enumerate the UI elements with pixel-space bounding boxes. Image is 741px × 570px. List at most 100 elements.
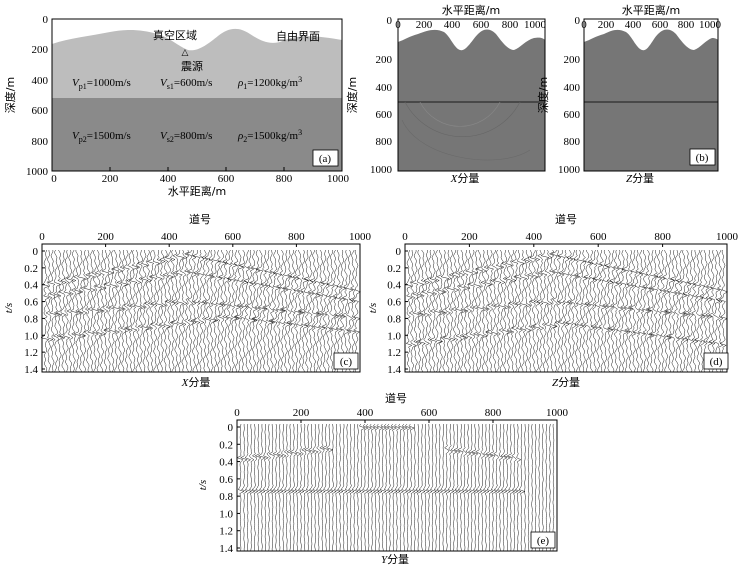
panel-d-trace: [668, 249, 678, 373]
panel-d-trace: [718, 249, 729, 373]
layer2-rho: ρ2=1500kg/m3: [237, 128, 302, 144]
panel-c-trace: [270, 249, 281, 373]
panel-d-trace: [410, 249, 420, 373]
panel-c-trace: [66, 249, 74, 373]
panel-bz-ylabel-2: 400: [564, 82, 581, 94]
panel-d-trace: [687, 249, 695, 373]
panel-c-trace: [175, 249, 185, 373]
panel-d-trace: [608, 249, 616, 373]
panel-d-trace: [712, 249, 721, 373]
panel-e-trace: [280, 423, 287, 552]
panel-bz-ytitle: 深度/m: [536, 77, 550, 113]
panel-d-trace: [655, 249, 663, 373]
panel-c-trace: [233, 249, 242, 373]
panel-e-toptitle: 道号: [385, 391, 407, 405]
panel-d-trace: [561, 249, 572, 373]
panel-c-trace: [217, 249, 227, 373]
panel-c-trace: [338, 249, 347, 373]
panel-c-trace: [190, 249, 197, 373]
panel-a-xlabel-1: 200: [102, 173, 119, 185]
panel-e-trace: [330, 423, 337, 552]
panel-e-trace: [514, 423, 522, 552]
panel-c-trace: [58, 250, 67, 373]
panel-a-ylabel-1: 200: [32, 44, 49, 56]
panel-bx-ytitle: 深度/m: [345, 77, 359, 113]
panel-c-trace: [73, 249, 82, 373]
panel-d-trace: [436, 249, 446, 373]
panel-c-ytick-label: 0: [33, 246, 39, 258]
panel-d-trace: [579, 249, 589, 373]
panel-d-ytick-label: 0.2: [387, 263, 401, 275]
panel-c-xtick-label: 800: [288, 231, 305, 243]
panel-e-ticks: 0 200 400 600 800 1000 0 0.2 0.4 0.6 0.8 1.0 1.2 1.4: [219, 407, 568, 555]
panel-c-trace: [320, 249, 329, 373]
panel-e-trace: [316, 423, 323, 552]
panel-d-ytick-label: 0.4: [387, 280, 401, 292]
panel-c-trace: [186, 249, 195, 373]
panel-c-trace: [264, 249, 274, 373]
panel-e-ytick-label: 1.2: [219, 526, 233, 538]
panel-e-xtick-label: 600: [421, 407, 438, 419]
panel-d-trace: [408, 249, 417, 373]
panel-d-trace: [471, 249, 482, 373]
panel-d-trace: [523, 249, 532, 373]
panel-e-trace: [468, 423, 476, 552]
panel-c-toptitle: 道号: [189, 212, 211, 226]
panel-bx-xlabel-4: 800: [502, 19, 519, 31]
panel-d-ytick-label: 0: [396, 246, 402, 258]
panel-c-trace: [225, 249, 234, 373]
panel-c-trace: [91, 249, 100, 373]
panel-e-ytick-label: 0: [228, 422, 234, 434]
panel-e-trace: [422, 423, 430, 552]
panel-e-trace: [286, 423, 295, 552]
panel-bx-vacuum: [398, 19, 545, 51]
panel-bz-xlabel-4: 800: [678, 19, 695, 31]
panel-bz-xlabel-2: 400: [625, 19, 642, 31]
panel-d-trace: [555, 249, 562, 373]
panel-c-trace: [255, 249, 267, 373]
panel-e-trace: [412, 423, 419, 552]
panel-bx-toptitle: 水平距离/m: [442, 3, 500, 17]
panel-c-trace: [238, 249, 249, 373]
panel-d-trace: [465, 249, 473, 372]
panel-d-trace: [640, 249, 651, 373]
panel-e-xtick-label: 0: [234, 407, 240, 419]
panel-bx-ylabel-0: 0: [387, 15, 393, 27]
panel-c-trace: [298, 249, 309, 373]
free-surface-label: 自由界面: [276, 29, 320, 43]
panel-d-trace: [612, 249, 620, 373]
panel-c-trace: [154, 249, 164, 373]
panel-e: 道号 0 200 400 600 800 1000 0 0.2 0.4 0.6 0.8 1.0 1.2 1…: [197, 391, 569, 566]
panel-c-trace: [70, 249, 79, 373]
panel-bx-xlabel-2: 400: [444, 19, 461, 31]
panel-d-xtick-label: 1000: [716, 231, 739, 243]
panel-d-xtick-label: 200: [461, 231, 478, 243]
panel-d-trace: [458, 249, 468, 373]
panel-e-frame: [236, 419, 558, 552]
panel-c-trace: [309, 249, 320, 373]
panel-c-trace: [122, 249, 131, 373]
panel-e-trace: [542, 423, 544, 552]
panel-d-trace: [405, 249, 414, 373]
panel-c-trace: [201, 249, 209, 373]
panel-e-trace: [355, 423, 362, 552]
panel-bz-xlabel-0: 0: [581, 19, 587, 31]
panel-c-trace: [87, 249, 97, 373]
panel-e-trace: [500, 423, 508, 552]
panel-c-trace: [108, 249, 118, 373]
panel-d-trace: [637, 249, 647, 373]
panel-e-trace: [244, 423, 252, 552]
panel-d-trace: [475, 249, 486, 373]
panel-c-trace: [149, 249, 161, 373]
panel-c-trace: [125, 249, 135, 373]
panel-c-ytick-label: 1.0: [24, 330, 38, 342]
panel-c-xtick-label: 200: [97, 231, 114, 243]
panel-e-ytick-label: 1.4: [219, 543, 233, 555]
panel-bz-xlabel-1: 200: [598, 19, 615, 31]
panel-e-xtick-label: 800: [485, 407, 502, 419]
panel-bx-wavefront-3: [401, 119, 531, 161]
layer1-rho: ρ1=1200kg/m3: [237, 75, 302, 91]
panel-c-trace: [215, 249, 224, 373]
panel-d-trace: [557, 249, 566, 372]
panel-d-xtick-label: 400: [526, 231, 543, 243]
